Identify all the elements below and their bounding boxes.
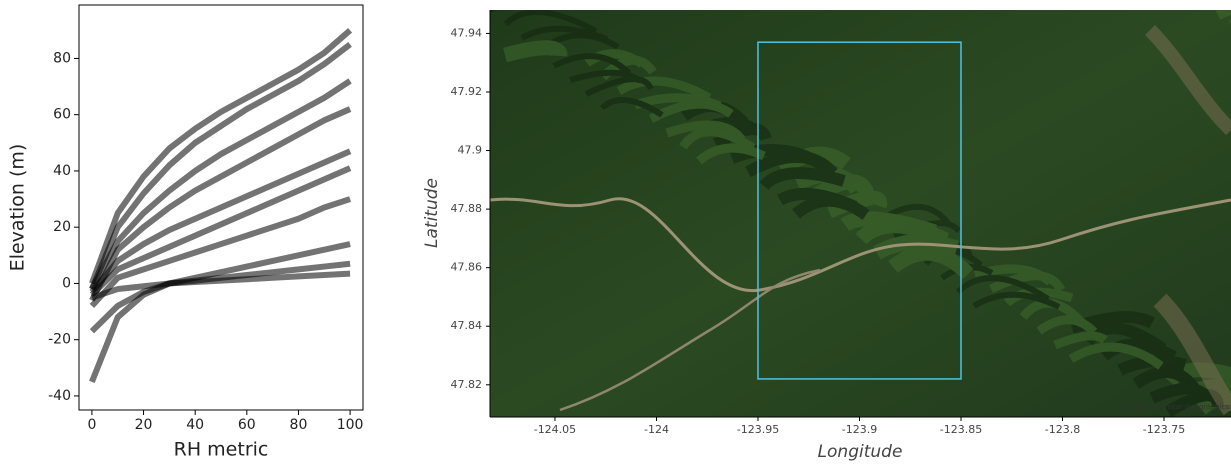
x-tick-label: -124 [644,423,669,436]
y-tick-label: -20 [48,332,71,348]
x-tick-label: 60 [238,417,256,433]
y-tick-label: 60 [53,107,71,123]
x-axis-label: Longitude [818,442,903,462]
y-tick-label: 20 [53,219,71,235]
satellite-image [490,1,1231,417]
x-tick-label: 20 [135,417,153,433]
y-tick-label: 47.9 [458,144,483,157]
y-tick-label: 80 [53,50,71,66]
y-tick-label: -40 [48,388,71,404]
x-tick-label: 80 [290,417,308,433]
y-axis-label: Elevation (m) [7,144,29,272]
x-tick-label: -123.9 [842,423,877,436]
y-tick-label: 47.86 [451,261,483,274]
x-tick-label: -124.05 [534,423,576,436]
y-axis-label: Latitude [422,178,442,248]
y-tick-label: 40 [53,163,71,179]
y-tick-label: 0 [62,275,71,291]
y-tick-label: 47.88 [451,202,483,215]
x-tick-label: -123.85 [940,423,982,436]
x-tick-label: -123.8 [1045,423,1080,436]
x-tick-label: 0 [87,417,96,433]
x-axis-label: RH metric [174,439,269,461]
attribution: © Esri, Earthstar Geographics [1124,403,1229,411]
x-tick-label: 100 [337,417,364,433]
y-tick-label: 47.82 [451,378,483,391]
x-tick-label: -123.75 [1143,423,1185,436]
y-tick-label: 47.84 [451,319,483,332]
figure: © Esri, Earthstar Geographics 0 20 40 60 80 1… [0,0,1231,463]
y-tick-label: 47.94 [451,26,483,39]
y-tick-label: 47.92 [451,85,483,98]
x-tick-label: -123.95 [737,423,779,436]
x-tick-label: 40 [186,417,204,433]
